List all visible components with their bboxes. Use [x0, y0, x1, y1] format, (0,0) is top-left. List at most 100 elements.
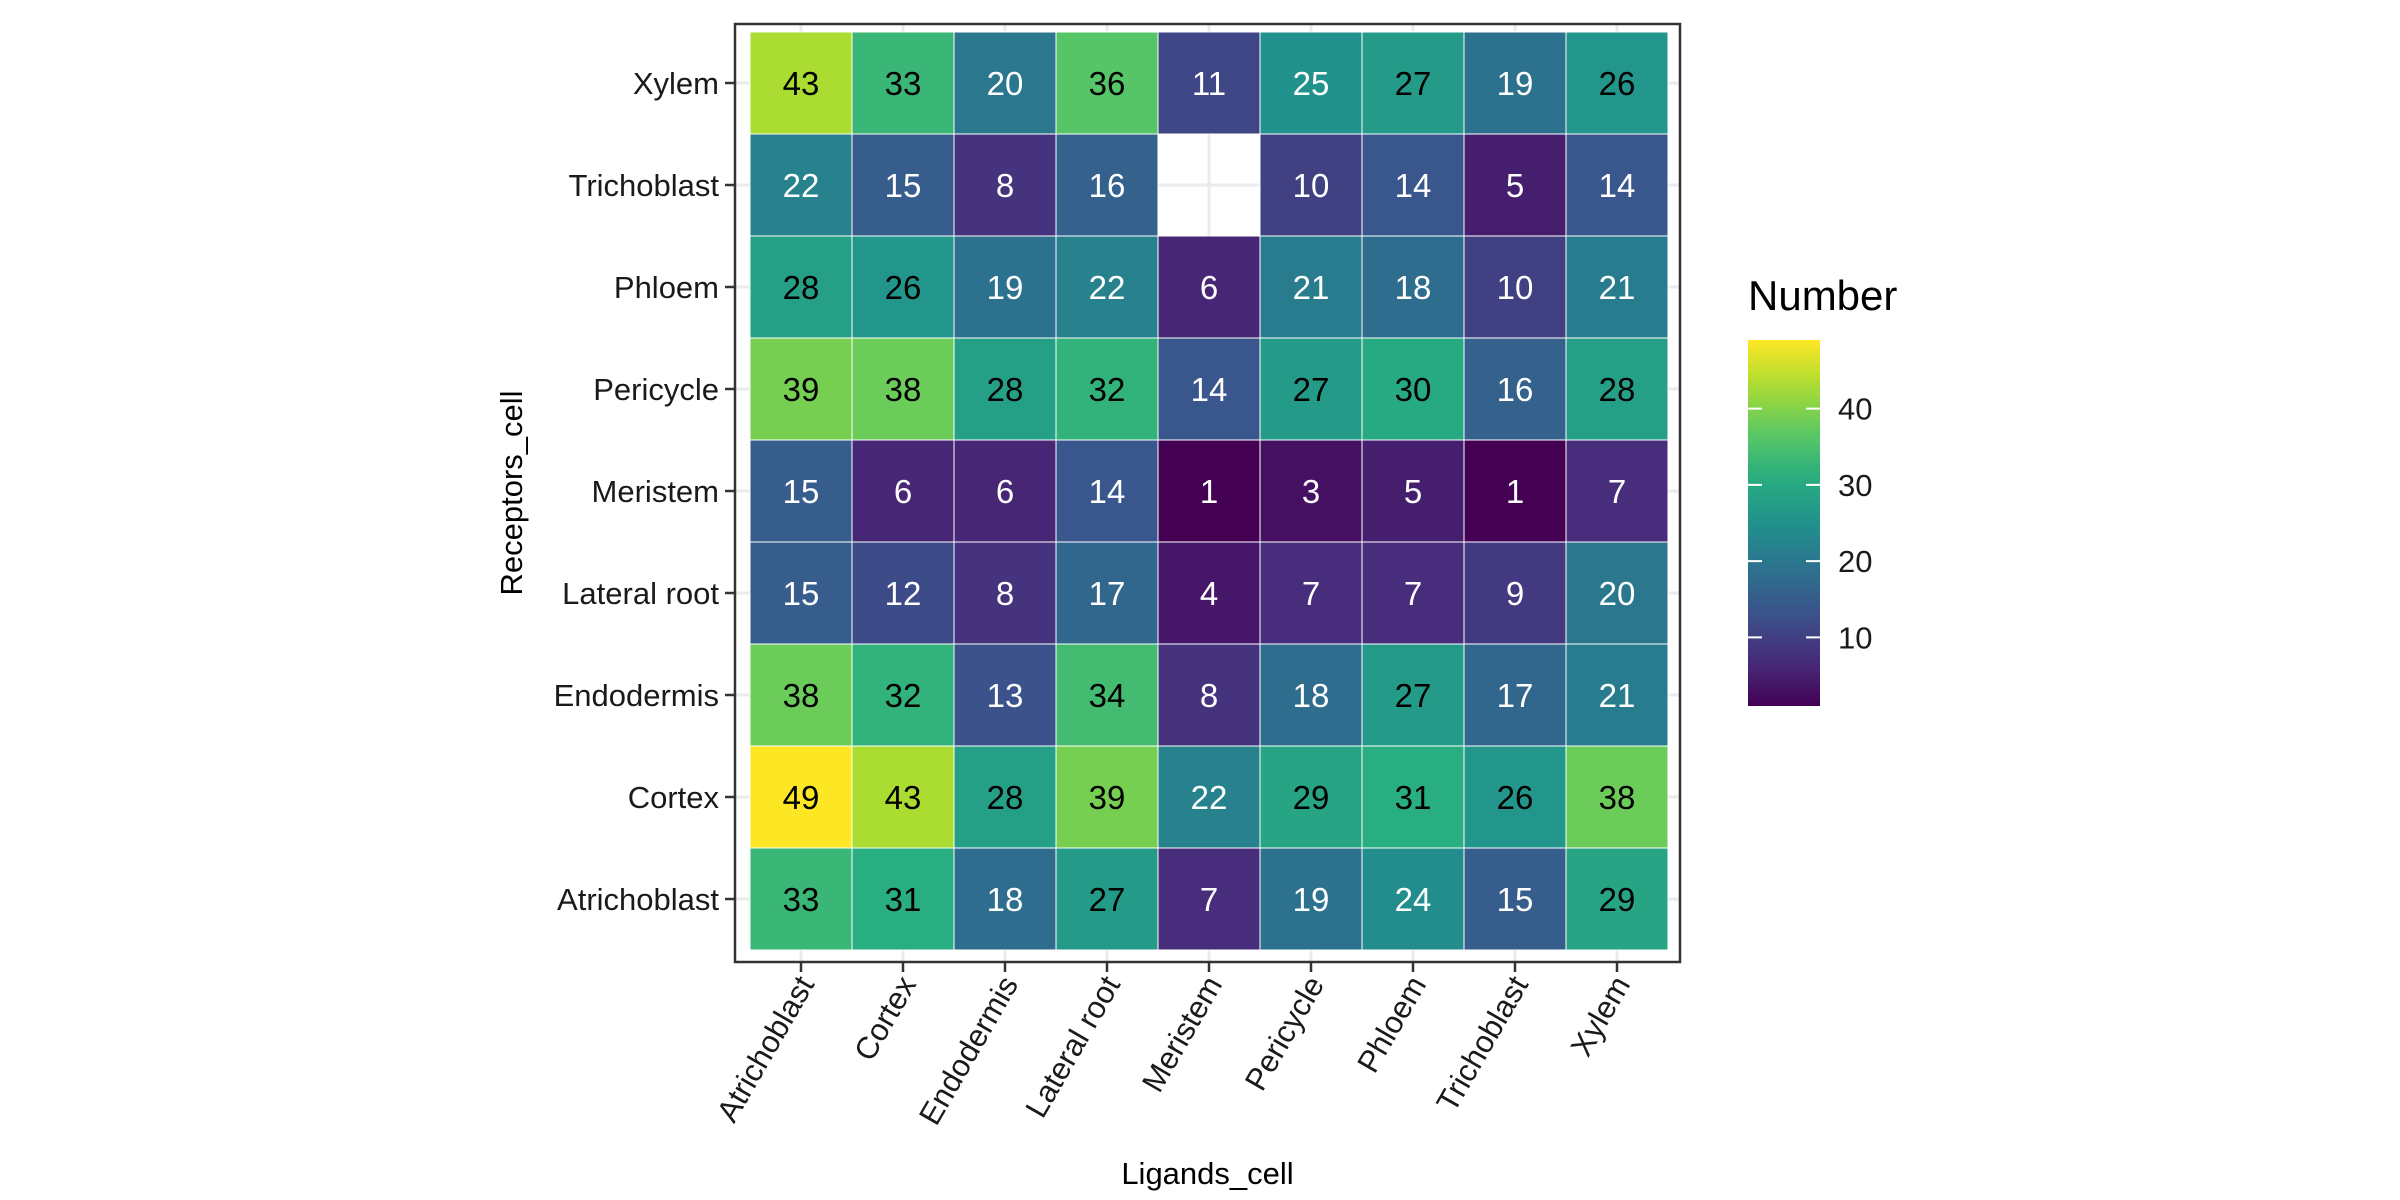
- cell-value-label: 21: [1599, 677, 1636, 714]
- legend-colorbar: [1748, 340, 1820, 706]
- x-tick-label: Xylem: [1564, 970, 1637, 1062]
- y-tick-label: Atrichoblast: [557, 882, 719, 917]
- cell-value-label: 19: [1293, 881, 1330, 918]
- cell-value-label: 7: [1302, 575, 1320, 612]
- y-tick-label: Phloem: [614, 270, 719, 305]
- heatmap-cell: [1259, 31, 1363, 135]
- cell-value-label: 26: [885, 269, 922, 306]
- x-tick-label: Endodermis: [912, 970, 1025, 1131]
- cell-value-label: 1: [1200, 473, 1218, 510]
- heatmap-cell: [953, 643, 1057, 747]
- heatmap-cell: [1463, 847, 1567, 951]
- heatmap-cell: [1565, 439, 1669, 543]
- heatmap-cell: [1565, 235, 1669, 339]
- cell-value-label: 29: [1293, 779, 1330, 816]
- heatmap-cell: [1463, 439, 1567, 543]
- cell-value-label: 6: [894, 473, 912, 510]
- legend-title: Number: [1748, 272, 1897, 319]
- heatmap-cell: [953, 31, 1057, 135]
- cell-value-label: 31: [885, 881, 922, 918]
- cell-value-label: 17: [1089, 575, 1126, 612]
- heatmap-cell: [1157, 745, 1261, 849]
- x-tick-label: Pericycle: [1238, 970, 1331, 1096]
- cell-value-label: 4: [1200, 575, 1218, 612]
- heatmap-cell: [851, 643, 955, 747]
- cell-value-label: 38: [783, 677, 820, 714]
- cell-value-label: 38: [885, 371, 922, 408]
- x-tick-label: Phloem: [1350, 970, 1433, 1079]
- heatmap-cell: [953, 541, 1057, 645]
- cell-value-label: 28: [987, 779, 1024, 816]
- heatmap-cell: [1565, 541, 1669, 645]
- heatmap-cell: [1361, 745, 1465, 849]
- heatmap-cell: [1157, 337, 1261, 441]
- heatmap-cell: [953, 235, 1057, 339]
- heatmap-cell: [1361, 643, 1465, 747]
- heatmap-cell: [1157, 541, 1261, 645]
- heatmap-cell: [851, 31, 955, 135]
- heatmap-cell: [1565, 31, 1669, 135]
- cell-value-label: 21: [1293, 269, 1330, 306]
- heatmap-cell: [1055, 643, 1159, 747]
- heatmap-cell: [1463, 133, 1567, 237]
- heatmap-cell: [1055, 337, 1159, 441]
- cell-value-label: 22: [783, 167, 820, 204]
- cell-value-label: 29: [1599, 881, 1636, 918]
- cell-value-label: 34: [1089, 677, 1126, 714]
- heatmap-cell: [851, 439, 955, 543]
- cell-value-label: 22: [1191, 779, 1228, 816]
- heatmap-cell: [1157, 235, 1261, 339]
- heatmap-cell: [1565, 337, 1669, 441]
- x-tick-label: Atrichoblast: [710, 970, 821, 1128]
- cell-value-label: 7: [1200, 881, 1218, 918]
- heatmap-cell: [1361, 31, 1465, 135]
- heatmap-cell: [1565, 643, 1669, 747]
- heatmap-cell: [851, 133, 955, 237]
- cell-value-label: 33: [783, 881, 820, 918]
- y-tick-label: Meristem: [592, 474, 719, 509]
- cell-value-label: 18: [1293, 677, 1330, 714]
- cell-value-label: 28: [783, 269, 820, 306]
- cell-value-label: 12: [885, 575, 922, 612]
- y-tick-label: Trichoblast: [569, 168, 720, 203]
- cell-value-label: 26: [1497, 779, 1534, 816]
- heatmap-cell: [749, 235, 853, 339]
- heatmap-cell: [749, 337, 853, 441]
- cell-value-label: 27: [1293, 371, 1330, 408]
- heatmap-cell: [1565, 847, 1669, 951]
- cell-value-label: 31: [1395, 779, 1432, 816]
- cell-value-label: 36: [1089, 65, 1126, 102]
- x-tick-label: Meristem: [1135, 970, 1229, 1098]
- cell-value-label: 49: [783, 779, 820, 816]
- cell-value-label: 33: [885, 65, 922, 102]
- heatmap-cell: [851, 337, 955, 441]
- color-legend: Number 10 20 30 40: [1748, 272, 1897, 706]
- cell-value-label: 6: [996, 473, 1014, 510]
- heatmap-cell: [1463, 31, 1567, 135]
- heatmap-cells: [749, 31, 1669, 951]
- y-tick-label: Lateral root: [562, 576, 719, 611]
- cell-value-label: 43: [783, 65, 820, 102]
- heatmap-cell: [1055, 439, 1159, 543]
- heatmap-cell: [749, 31, 853, 135]
- heatmap-cell: [1157, 643, 1261, 747]
- heatmap-cell: [953, 439, 1057, 543]
- legend-tick-label: 10: [1838, 620, 1872, 655]
- cell-value-label: 8: [996, 575, 1014, 612]
- cell-value-label: 25: [1293, 65, 1330, 102]
- cell-value-label: 39: [783, 371, 820, 408]
- cell-value-label: 16: [1497, 371, 1534, 408]
- cell-value-label: 11: [1192, 65, 1226, 102]
- y-tick-label: Cortex: [628, 780, 720, 815]
- cell-value-label: 14: [1599, 167, 1636, 204]
- heatmap-cell: [1361, 235, 1465, 339]
- cell-value-label: 19: [1497, 65, 1534, 102]
- cell-value-label: 15: [783, 575, 820, 612]
- cell-value-label: 19: [987, 269, 1024, 306]
- cell-value-label: 18: [1395, 269, 1432, 306]
- heatmap-cell: [1055, 235, 1159, 339]
- cell-value-label: 7: [1404, 575, 1422, 612]
- heatmap-cell: [1259, 643, 1363, 747]
